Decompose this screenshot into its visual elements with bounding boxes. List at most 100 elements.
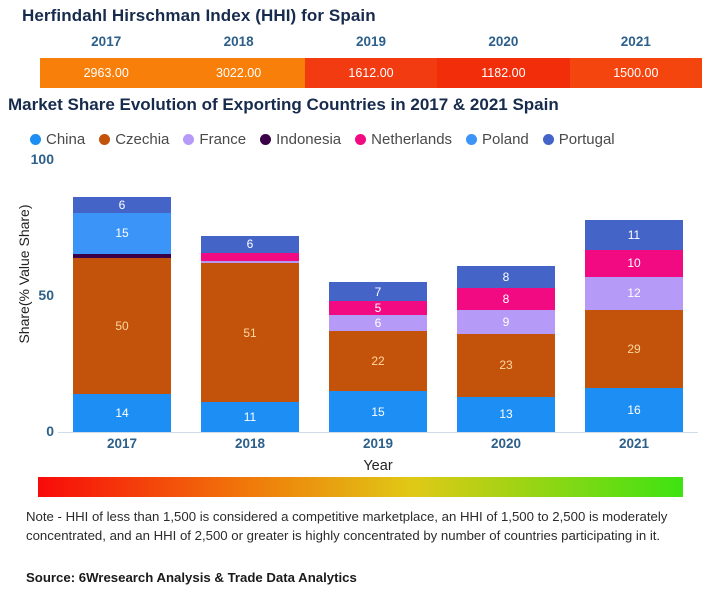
hhi-value-cell: 2963.00 [40, 58, 173, 88]
hhi-title: Herfindahl Hirschman Index (HHI) for Spa… [22, 6, 376, 25]
bar-segment-value: 7 [374, 284, 382, 299]
legend-swatch-icon [260, 134, 272, 145]
bar-segment-czechia[interactable]: 29 [585, 309, 683, 389]
bar-segment-portugal[interactable]: 6 [73, 196, 171, 214]
legend-item-poland[interactable]: Poland [466, 131, 529, 148]
hhi-year-header-row: 2017 2018 2019 2020 2021 [40, 34, 702, 54]
bar-segment-portugal[interactable]: 11 [585, 219, 683, 250]
bar-segment-czechia[interactable]: 51 [201, 263, 299, 403]
x-axis-tick-label: 2020 [490, 436, 522, 451]
bar-segment-netherlands[interactable] [201, 252, 299, 261]
x-axis-tick-label: 2019 [362, 436, 394, 451]
bar-segment-value: 16 [627, 403, 641, 418]
hhi-value-cell: 1500.00 [569, 58, 702, 88]
bar-segment-china[interactable]: 14 [73, 393, 171, 432]
bar-segment-czechia[interactable]: 50 [73, 257, 171, 394]
bar-segment-value: 12 [627, 286, 641, 301]
bar-segment-czechia[interactable]: 22 [329, 331, 427, 392]
bar-segment-portugal[interactable]: 6 [201, 236, 299, 253]
bar-segment-value: 9 [502, 314, 510, 329]
bar-stack: 15 22 6 5 7 [329, 282, 427, 432]
bar-segment-poland[interactable]: 15 [73, 213, 171, 254]
bar-segment-value: 6 [246, 237, 254, 252]
legend-swatch-icon [183, 134, 195, 145]
legend-item-indonesia[interactable]: Indonesia [260, 131, 341, 148]
legend-item-label: Portugal [558, 131, 615, 148]
hhi-year-label: 2018 [223, 34, 254, 49]
bar-segment-china[interactable]: 16 [585, 388, 683, 432]
bar-segment-value: 8 [502, 270, 510, 284]
bar-segment-czechia[interactable]: 23 [457, 334, 555, 397]
bar-stack: 14 50 15 6 [73, 196, 171, 432]
chart-plot-area: Share(% Value Share) 100 50 0 14 50 15 6 11 51 6… [0, 151, 703, 474]
legend-swatch-icon [466, 134, 478, 145]
bar-segment-china[interactable]: 13 [457, 396, 555, 432]
bar-segment-france[interactable]: 6 [329, 315, 427, 332]
bar-segment-france[interactable] [201, 260, 299, 264]
x-axis-line [58, 432, 698, 434]
bar-segment-value: 15 [371, 404, 385, 419]
legend-item-france[interactable]: France [183, 131, 246, 148]
hhi-value-cell: 1612.00 [304, 58, 438, 88]
legend-item-label: Poland [482, 131, 529, 148]
note-text: Note - HHI of less than 1,500 is conside… [26, 509, 668, 543]
bar-stack: 13 23 9 8 8 [457, 266, 555, 432]
bar-segment-france[interactable]: 9 [457, 309, 555, 335]
bar-segment-value: 6 [374, 316, 382, 331]
legend-swatch-icon [542, 134, 554, 145]
bar-segment-china[interactable]: 11 [201, 402, 299, 432]
bar-segment-value: 15 [115, 226, 129, 241]
bar-segment-value: 22 [371, 354, 385, 369]
bar-column-2017[interactable]: 14 50 15 6 [58, 160, 186, 432]
bar-segment-value: 51 [243, 325, 257, 340]
bar-segment-netherlands[interactable]: 5 [329, 301, 427, 316]
x-axis-ticks: 2017 2018 2019 2020 2021 [58, 436, 698, 451]
legend-swatch-icon [355, 134, 367, 145]
legend-item-label: Indonesia [276, 131, 342, 148]
bar-segment-netherlands[interactable]: 8 [457, 287, 555, 310]
hhi-gradient-scale [38, 477, 683, 497]
legend-item-label: Netherlands [371, 131, 453, 148]
bar-segment-value: 11 [627, 227, 641, 242]
legend-item-netherlands[interactable]: Netherlands [355, 131, 452, 148]
hhi-value-cell: 3022.00 [172, 58, 305, 88]
bar-segment-value: 5 [374, 301, 382, 316]
bar-segment-value: 11 [243, 410, 257, 425]
bar-segment-value: 6 [118, 197, 126, 212]
bar-segment-france[interactable]: 12 [585, 276, 683, 310]
bar-segment-value: 23 [499, 358, 513, 373]
bar-segment-value: 14 [115, 405, 129, 420]
legend-item-label: China [46, 131, 86, 148]
y-axis-tick-label: 100 [30, 151, 54, 167]
bar-segment-indonesia[interactable] [73, 253, 171, 258]
hhi-value-bar: 2963.00 3022.00 1612.00 1182.00 1500.00 [40, 58, 702, 88]
bar-column-2020[interactable]: 13 23 9 8 8 [442, 160, 570, 432]
bar-segment-value: 13 [499, 407, 513, 422]
bar-segment-portugal[interactable]: 7 [329, 282, 427, 302]
bar-segment-value: 29 [627, 342, 641, 357]
legend-swatch-icon [99, 134, 111, 145]
legend-item-czechia[interactable]: Czechia [99, 131, 169, 148]
bar-segment-china[interactable]: 15 [329, 391, 427, 432]
bar-segment-netherlands[interactable]: 10 [585, 249, 683, 277]
hhi-year-label: 2017 [91, 34, 122, 49]
bar-segment-portugal[interactable]: 8 [457, 266, 555, 288]
bar-column-2018[interactable]: 11 51 6 [186, 160, 314, 432]
bar-segment-value: 10 [627, 256, 641, 271]
hhi-year-label: 2020 [488, 34, 519, 49]
bar-segment-value: 50 [115, 318, 129, 333]
chart-title: Market Share Evolution of Exporting Coun… [8, 95, 559, 114]
x-axis-tick-label: 2017 [106, 436, 138, 451]
bar-segment-value: 8 [502, 291, 510, 306]
legend-item-portugal[interactable]: Portugal [542, 131, 615, 148]
legend-swatch-icon [30, 134, 41, 145]
x-axis-tick-label: 2018 [234, 436, 266, 451]
bar-column-2021[interactable]: 16 29 12 10 11 [570, 160, 698, 432]
y-axis-ticks: 100 50 0 [0, 151, 54, 439]
bar-column-2019[interactable]: 15 22 6 5 7 [314, 160, 442, 432]
hhi-year-label: 2021 [620, 34, 651, 49]
x-axis-tick-label: 2021 [618, 436, 650, 451]
legend-item-china[interactable]: China [30, 131, 85, 148]
stacked-bar-group: 14 50 15 6 11 51 6 15 22 6 5 7 13 23 9 8 8 16 29 12 10 11 [58, 160, 698, 432]
